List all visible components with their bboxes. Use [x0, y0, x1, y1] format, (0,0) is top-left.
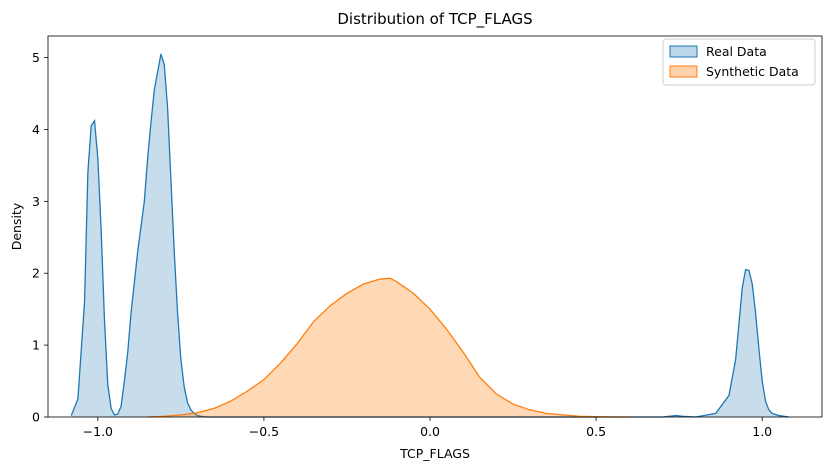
x-tick-label: −1.0 [83, 424, 113, 439]
x-axis: −1.0 −0.5 0.0 0.5 1.0 [83, 417, 772, 439]
series-area-synthetic-data [147, 278, 630, 417]
legend-swatch [669, 45, 698, 58]
y-tick-label: 2 [32, 266, 40, 281]
y-tick-label: 0 [32, 410, 40, 425]
x-tick-label: 1.0 [752, 424, 772, 439]
x-axis-label: TCP_FLAGS [399, 446, 470, 461]
y-axis: 0 1 2 3 4 5 [32, 50, 48, 425]
legend-item-synthetic-data: Synthetic Data [669, 64, 799, 79]
y-tick-label: 1 [32, 338, 40, 353]
series-line-synthetic-data [147, 277, 630, 418]
x-tick-label: −0.5 [249, 424, 279, 439]
x-tick-label: 0.5 [586, 424, 606, 439]
series-area-real-data [71, 53, 789, 417]
series-synthetic-data [147, 277, 630, 418]
y-tick-label: 3 [32, 194, 40, 209]
plot-frame [47, 35, 823, 418]
series-layer [70, 53, 789, 418]
legend: Real Data Synthetic Data [662, 38, 816, 86]
legend-label: Synthetic Data [706, 64, 799, 79]
y-tick-label: 5 [32, 50, 40, 65]
x-tick-label: 0.0 [420, 424, 440, 439]
y-axis-label: Density [9, 202, 24, 250]
legend-swatch [669, 65, 698, 78]
chart-title: Distribution of TCP_FLAGS [337, 10, 532, 29]
legend-box [662, 38, 816, 86]
legend-label: Real Data [706, 44, 767, 59]
legend-item-real-data: Real Data [669, 44, 767, 59]
y-tick-label: 4 [32, 122, 40, 137]
